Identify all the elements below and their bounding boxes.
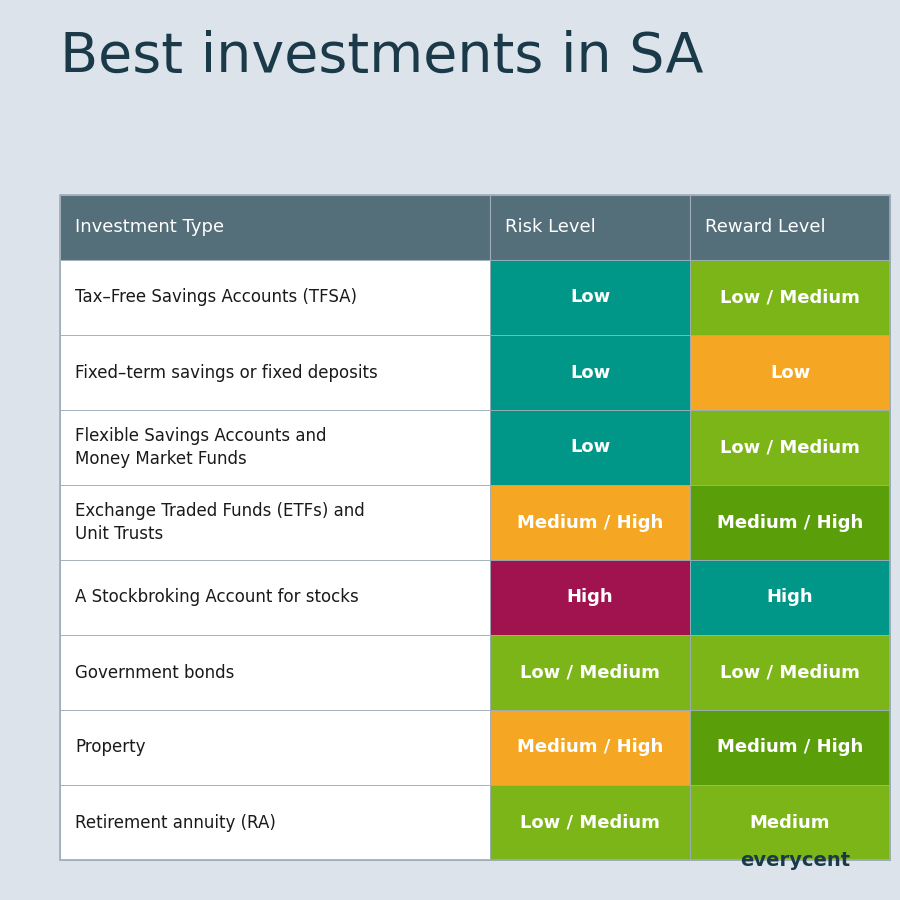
Text: Low: Low [570,364,610,382]
Text: Tax–Free Savings Accounts (TFSA): Tax–Free Savings Accounts (TFSA) [75,289,357,307]
Bar [60,785,490,860]
Bar [690,195,890,260]
Bar [490,785,690,860]
Bar [490,560,690,635]
Text: Best investments in SA: Best investments in SA [60,30,704,84]
Bar [60,335,490,410]
Bar [690,785,890,860]
Bar [60,410,490,485]
Text: Fixed–term savings or fixed deposits: Fixed–term savings or fixed deposits [75,364,378,382]
Bar [60,195,890,860]
Text: Retirement annuity (RA): Retirement annuity (RA) [75,814,276,832]
Text: everycent: everycent [740,851,850,870]
Text: Investment Type: Investment Type [75,219,224,237]
Bar [60,635,490,710]
Text: Medium / High: Medium / High [517,739,663,757]
Bar [60,485,490,560]
Bar [690,410,890,485]
Text: Low: Low [570,438,610,456]
Text: Medium / High: Medium / High [517,514,663,532]
Bar [490,485,690,560]
Text: Government bonds: Government bonds [75,663,234,681]
Bar [60,260,490,335]
Text: Reward Level: Reward Level [705,219,825,237]
Text: Risk Level: Risk Level [505,219,596,237]
Bar [490,260,690,335]
Text: Low / Medium: Low / Medium [520,814,660,832]
Text: Low / Medium: Low / Medium [720,289,859,307]
Bar [60,195,490,260]
Text: Medium / High: Medium / High [717,514,863,532]
Text: Property: Property [75,739,146,757]
Text: High: High [567,589,613,607]
Text: Low / Medium: Low / Medium [520,663,660,681]
Bar [490,410,690,485]
Bar [490,710,690,785]
Bar [690,335,890,410]
Text: Low / Medium: Low / Medium [720,438,859,456]
Bar [60,710,490,785]
Bar [690,260,890,335]
Text: A Stockbroking Account for stocks: A Stockbroking Account for stocks [75,589,359,607]
Bar [690,635,890,710]
Text: Medium: Medium [750,814,830,832]
Text: Low: Low [770,364,810,382]
Bar [490,335,690,410]
Bar [690,560,890,635]
Text: Low / Medium: Low / Medium [720,663,859,681]
Bar [490,635,690,710]
Bar [60,560,490,635]
Bar [690,485,890,560]
Text: Low: Low [570,289,610,307]
Bar [490,195,690,260]
Text: Exchange Traded Funds (ETFs) and
Unit Trusts: Exchange Traded Funds (ETFs) and Unit Tr… [75,501,364,544]
Text: High: High [767,589,814,607]
Bar [690,710,890,785]
Text: Flexible Savings Accounts and
Money Market Funds: Flexible Savings Accounts and Money Mark… [75,427,327,468]
Text: Medium / High: Medium / High [717,739,863,757]
